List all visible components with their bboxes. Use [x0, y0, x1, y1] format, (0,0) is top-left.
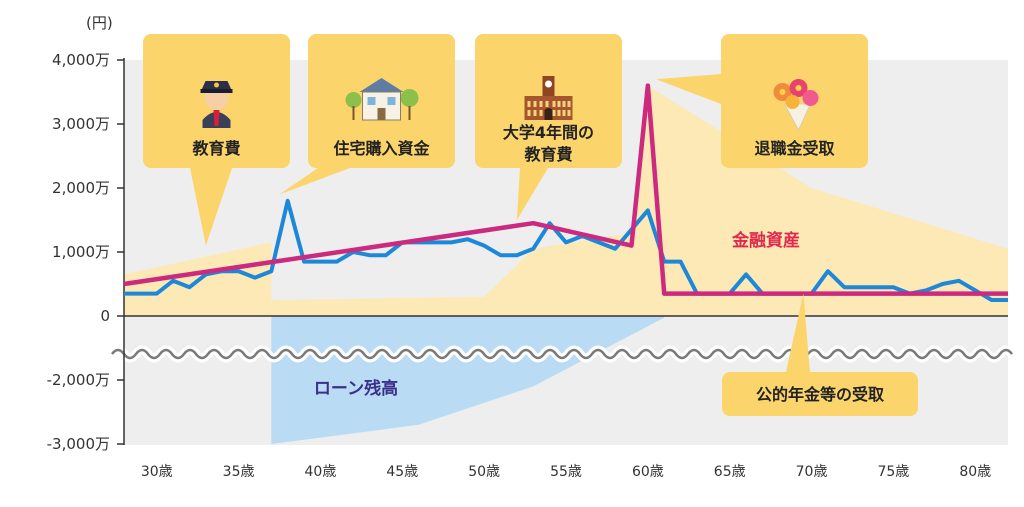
x-tick-label: 60歳 [632, 464, 664, 480]
callout-label: 教育費 [192, 139, 240, 158]
callout-label: 住宅購入資金 [333, 139, 430, 158]
callout-label: 公的年金等の受取 [756, 385, 884, 404]
callout-pointer [516, 168, 548, 220]
y-unit-label: (円) [86, 14, 113, 32]
callout-pointer [190, 168, 232, 246]
bouquet-icon [773, 79, 819, 132]
fluctuation-line [124, 198, 1008, 302]
callout-box [722, 372, 918, 416]
callout-pointer [786, 293, 810, 372]
x-tick-label: 40歳 [305, 464, 337, 480]
callout-university: 大学4年間の教育費 [475, 34, 622, 220]
y-tick-label: 4,000万 [52, 51, 110, 69]
x-tick-label: 55歳 [550, 464, 582, 480]
y-tick-label: 0 [100, 307, 110, 325]
loan-area [271, 316, 665, 444]
x-tick-label: 70歳 [796, 464, 828, 480]
y-tick-label: 3,000万 [52, 115, 110, 133]
x-tick-label: 75歳 [877, 464, 909, 480]
x-tick-label: 65歳 [714, 464, 746, 480]
y-tick-label: 1,000万 [52, 243, 110, 261]
callout-pointer [656, 74, 721, 104]
asset-area [124, 85, 1008, 316]
callout-education: 教育費 [143, 34, 290, 246]
callout-retirement: 退職金受取 [656, 34, 868, 168]
callout-pointer [279, 168, 350, 195]
callout-housing: 住宅購入資金 [279, 34, 455, 195]
callout-label: 退職金受取 [754, 139, 834, 158]
y-tick-label: 2,000万 [52, 179, 110, 197]
loan-series-label: ローン残高 [314, 378, 398, 399]
assets-line [123, 83, 1008, 296]
callout-label: 大学4年間の教育費 [503, 123, 594, 164]
university-icon [524, 76, 573, 120]
student-icon [200, 81, 233, 128]
x-tick-label: 80歳 [959, 464, 991, 480]
x-tick-label: 45歳 [386, 464, 418, 480]
y-tick-label: -3,000万 [47, 435, 110, 453]
assets-series-label: 金融資産 [731, 230, 800, 251]
x-tick-label: 50歳 [468, 464, 500, 480]
house-icon [345, 78, 419, 121]
x-tick-label: 30歳 [141, 464, 173, 480]
callout-pension: 公的年金等の受取 [722, 293, 918, 416]
x-tick-label: 35歳 [223, 464, 255, 480]
y-tick-label: -2,000万 [47, 371, 110, 389]
axis-break-wave [111, 348, 1013, 360]
